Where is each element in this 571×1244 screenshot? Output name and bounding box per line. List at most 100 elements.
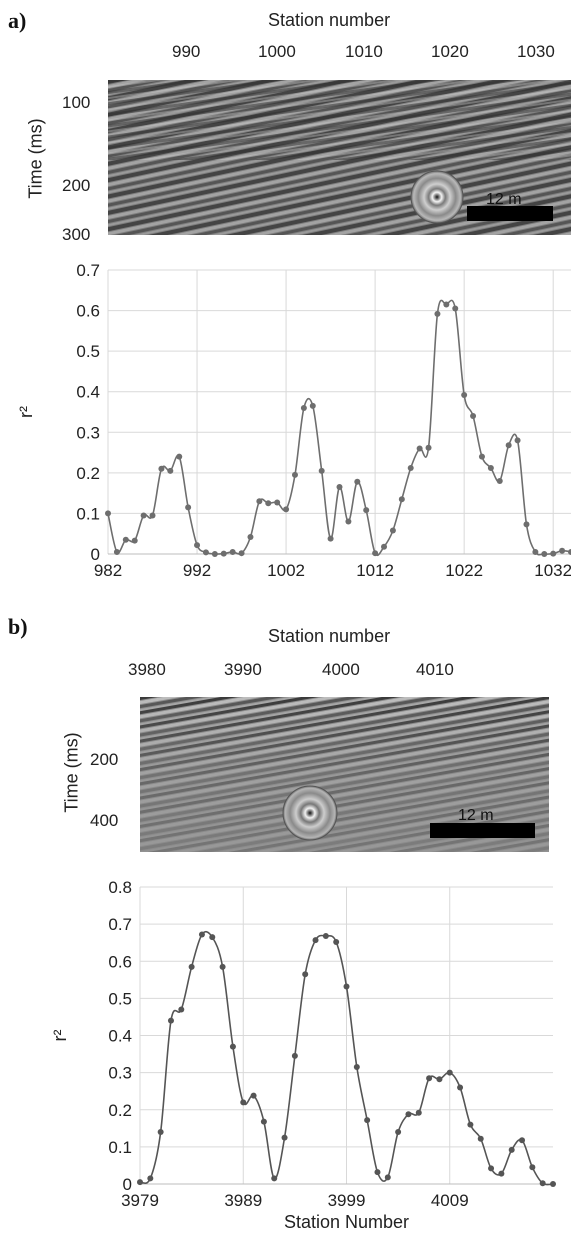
panel-a-y-axis-label: Time (ms) (25, 118, 46, 199)
chart-a-x-tick-label: 982 (94, 561, 122, 580)
chart-a-data-point (122, 536, 129, 543)
chart-a-data-point (291, 471, 298, 478)
chart-b-data-point (322, 933, 329, 940)
chart-b-data-point (498, 1170, 505, 1177)
panel-b-top-tick: 3980 (128, 660, 166, 679)
chart-a-data-point (496, 477, 503, 484)
panel-a-top-axis-label: Station number (268, 10, 391, 30)
chart-a-data-point (550, 550, 557, 557)
chart-b-data-point (250, 1092, 257, 1099)
chart-a-y-tick-label: 0 (91, 545, 100, 564)
chart-a-data-point (283, 506, 290, 513)
chart-a-data-point (149, 512, 156, 519)
chart-a-data-point (452, 305, 459, 312)
panel-b-y-tick: 200 (90, 750, 119, 769)
chart-a-y-tick-label: 0.4 (76, 383, 100, 402)
chart-a-data-point (478, 453, 485, 460)
chart-a-y-tick-label: 0.1 (76, 504, 100, 523)
chart-a-data-point (425, 444, 432, 451)
chart-a-data-point (211, 551, 218, 557)
chart-b-x-axis-label: Station Number (284, 1212, 409, 1232)
chart-a-data-point (416, 445, 423, 452)
panel-a-top-tick: 1030 (517, 42, 555, 61)
chart-a-data-point (265, 500, 272, 507)
chart-a-data-point (568, 548, 571, 555)
panel-b-top-axis-label: Station number (268, 626, 391, 646)
chart-a-data-point (487, 464, 494, 471)
chart-a-x-tick-label: 1032 (534, 561, 571, 580)
chart-b-data-point (426, 1075, 433, 1082)
chart-a-data-point (167, 467, 174, 474)
chart-b-data-point (467, 1121, 474, 1128)
chart-b-data-point (240, 1099, 247, 1106)
chart-b-y-tick-label: 0.8 (108, 878, 132, 897)
chart-a-data-point (514, 437, 521, 444)
panel-b-top-tick: 3990 (224, 660, 262, 679)
chart-b-x-tick-label: 3979 (121, 1191, 159, 1210)
chart-a-y-tick-label: 0.7 (76, 261, 100, 280)
panel-a-y-tick: 200 (62, 176, 91, 195)
chart-b-data-point (343, 983, 350, 990)
chart-a-data-point (309, 402, 316, 409)
chart-a-data-point (318, 467, 325, 474)
panel-b-label: b) (8, 614, 28, 639)
chart-b-data-point (436, 1076, 443, 1083)
chart-a-y-tick-label: 0.3 (76, 423, 100, 442)
chart-b-data-point (312, 937, 319, 944)
chart-a-data-point (194, 542, 201, 549)
chart-b-y-tick-label: 0 (123, 1175, 132, 1194)
chart-b-data-point (147, 1175, 154, 1182)
chart-b-x-tick-label: 3989 (224, 1191, 262, 1210)
panel-b-y-tick: 400 (90, 811, 119, 830)
panel-b-diffraction-target-icon (282, 785, 338, 841)
chart-b-y-tick-label: 0.3 (108, 1064, 132, 1083)
chart-a-data-point (381, 543, 388, 550)
chart-a-data-point (300, 404, 307, 411)
chart-a-x-tick-label: 1012 (356, 561, 394, 580)
chart-a-data-point (247, 533, 254, 540)
chart-a-data-point (256, 498, 263, 505)
chart-b-data-point (508, 1146, 515, 1153)
chart-b-data-point (477, 1135, 484, 1142)
panel-a-scale-bar (467, 206, 553, 221)
chart-b-data-point (198, 931, 205, 938)
chart-b-data-point (209, 934, 216, 941)
chart-b-y-tick-label: 0.7 (108, 915, 132, 934)
panel-b-scale-bar-label: 12 m (458, 807, 494, 824)
chart-a-x-tick-label: 1022 (445, 561, 483, 580)
chart-b-data-point (457, 1084, 464, 1091)
chart-a-data-point (541, 551, 548, 557)
chart-b-data-point (302, 971, 309, 978)
chart-b-x-tick-label: 3999 (328, 1191, 366, 1210)
chart-b-data-point (519, 1137, 526, 1144)
chart-b-data-point (384, 1174, 391, 1181)
chart-a-data-point (389, 527, 396, 534)
chart-a-data-point (336, 484, 343, 491)
chart-b-y-tick-label: 0.4 (108, 1027, 132, 1046)
chart-b-data-point (364, 1117, 371, 1124)
chart-b-data-point (137, 1179, 143, 1186)
chart-a-series-line (107, 299, 571, 557)
chart-a-data-point (140, 512, 147, 519)
panel-a-diffraction-target-icon (410, 170, 464, 224)
chart-a-y-tick-label: 0.2 (76, 464, 100, 483)
chart-b-data-point (281, 1134, 288, 1141)
chart-b-data-point (539, 1180, 546, 1187)
chart-a-data-point (532, 548, 539, 555)
chart-a-y-tick-label: 0.6 (76, 302, 100, 321)
chart-b-y-axis-label: r² (50, 1030, 70, 1042)
panel-a-top-tick: 990 (172, 42, 201, 61)
chart-a-data-point (345, 518, 352, 525)
chart-b-data-point (353, 1064, 360, 1071)
panel-a-r2-chart: 0 0.1 0.2 0.3 0.4 0.5 0.6 0.7 982 992 1002 1012 1022… (16, 261, 571, 580)
chart-b-data-point (291, 1052, 298, 1059)
chart-b-data-point (271, 1175, 278, 1182)
panel-b-scale-bar (430, 823, 535, 838)
panel-b-top-tick: 4000 (322, 660, 360, 679)
chart-b-data-point (157, 1129, 164, 1136)
chart-b-data-point (178, 1006, 185, 1013)
chart-a-y-axis-label: r² (16, 406, 36, 418)
chart-a-data-point (158, 465, 165, 472)
chart-b-data-point (488, 1165, 495, 1172)
chart-b-y-tick-label: 0.1 (108, 1138, 132, 1157)
